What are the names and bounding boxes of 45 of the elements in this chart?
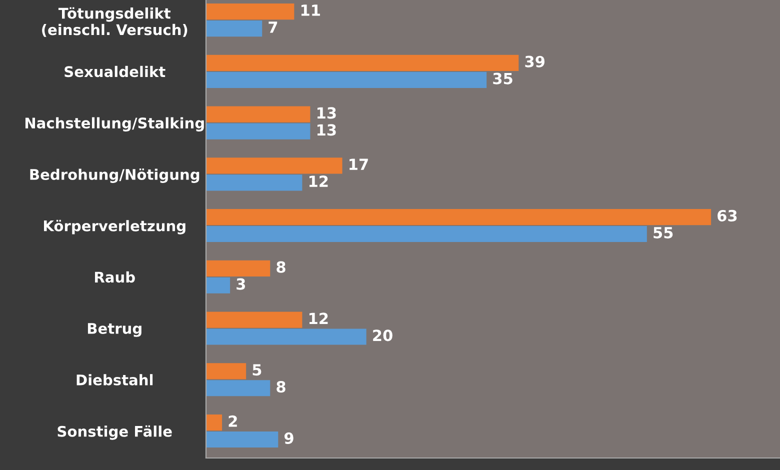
data-label: 63 <box>718 210 737 222</box>
data-label: 5 <box>252 364 262 376</box>
y-tick-label: Tötungsdelikt (einschl. Versuch) <box>42 7 188 37</box>
data-label: 2 <box>228 415 237 427</box>
data-label: 9 <box>284 432 294 444</box>
data-label: 13 <box>317 124 336 136</box>
bar <box>206 106 310 122</box>
bar <box>206 4 294 20</box>
y-tick-label: Bedrohung/Nötigung <box>30 168 200 183</box>
data-label: 12 <box>309 312 328 324</box>
data-label: 11 <box>301 4 320 16</box>
bar <box>206 72 487 88</box>
bar <box>206 174 302 191</box>
data-label: 8 <box>276 381 286 393</box>
bar <box>206 328 366 345</box>
data-label: 17 <box>350 158 368 170</box>
bar <box>206 363 246 380</box>
bar <box>206 414 222 431</box>
bar <box>206 380 270 396</box>
y-tick-label: Sexualdelikt <box>64 66 166 78</box>
data-label: 55 <box>654 227 673 238</box>
data-label: 3 <box>236 278 246 290</box>
bar <box>206 431 278 448</box>
bar <box>206 312 302 328</box>
y-tick-label: Körperverletzung <box>44 220 186 234</box>
data-label: 13 <box>317 107 336 119</box>
data-label: 12 <box>309 176 328 187</box>
y-tick-label: Betrug <box>88 323 142 337</box>
bar <box>206 20 262 37</box>
data-label: 7 <box>268 22 278 33</box>
bar <box>206 209 712 226</box>
bar <box>206 54 519 71</box>
bar <box>206 158 342 174</box>
bar <box>206 226 647 242</box>
data-label: 39 <box>525 56 544 68</box>
bar <box>206 123 310 140</box>
y-tick-label: Diebstahl <box>76 374 153 386</box>
bar <box>206 260 270 276</box>
data-label: 35 <box>493 72 512 84</box>
bar <box>206 277 230 294</box>
data-label: 20 <box>373 330 392 342</box>
y-tick-label: Sonstige Fälle <box>58 425 172 440</box>
data-label: 8 <box>276 261 286 273</box>
y-tick-label: Raub <box>95 271 135 283</box>
y-tick-label: Nachstellung/Stalking <box>25 117 204 132</box>
